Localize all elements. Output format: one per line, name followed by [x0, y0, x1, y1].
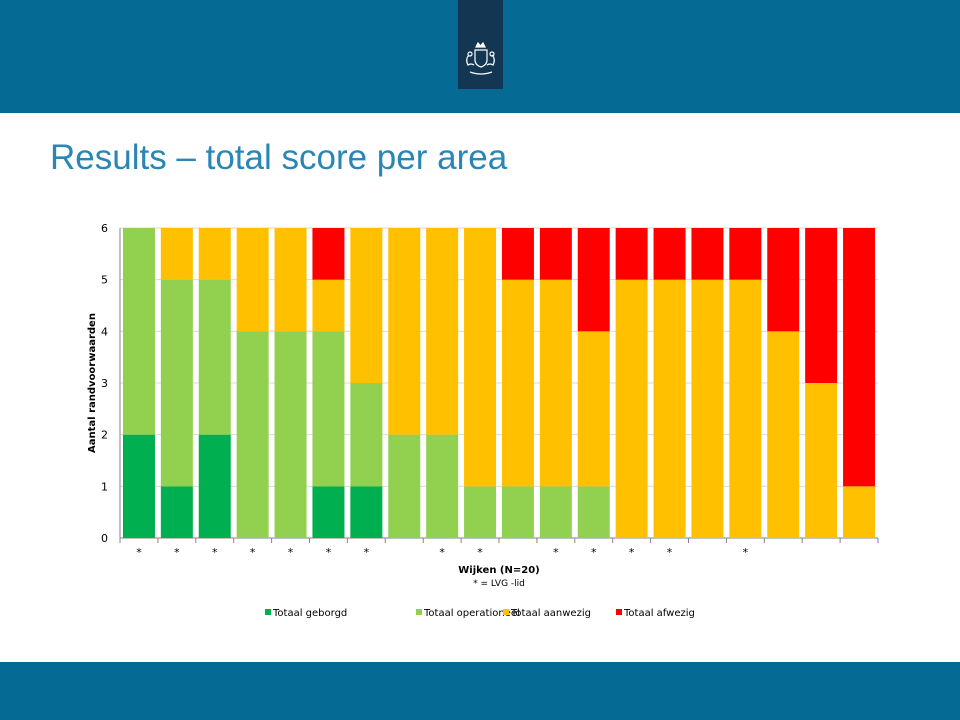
legend-label: Totaal afwezig	[623, 608, 695, 619]
bar-segment	[350, 228, 383, 383]
x-tick-label: *	[174, 546, 180, 559]
legend-swatch	[616, 609, 622, 615]
bar-segment	[843, 228, 876, 487]
bar-segment	[312, 279, 345, 332]
stacked-bar-chart: 0 1 2 3 4 5 6 * * * * * * * * * * * * * * Aantal randvoorwaar…	[87, 222, 879, 619]
bar-segment	[464, 228, 497, 487]
bar-segment	[577, 486, 610, 538]
bar-segment	[501, 228, 534, 280]
legend-swatch	[416, 609, 422, 615]
bar-segment	[501, 486, 534, 538]
bar-segment	[691, 228, 724, 280]
x-tick-label: *	[212, 546, 218, 559]
bar-segment	[615, 228, 648, 280]
bar-segment	[805, 383, 838, 538]
bar-segment	[198, 434, 231, 538]
bar-segment	[767, 331, 800, 538]
y-tick-label: 0	[101, 532, 108, 545]
bar-segment	[312, 331, 345, 487]
x-tick-label: *	[364, 546, 370, 559]
bar-segment	[843, 486, 876, 538]
bar-segment	[122, 434, 155, 538]
bar-segment	[236, 331, 269, 538]
bar-segment	[729, 228, 762, 280]
footer-band	[0, 662, 960, 720]
bar-segment	[388, 434, 421, 538]
bar-segment	[350, 383, 383, 487]
x-tick-label: *	[553, 546, 559, 559]
slide-title: Results – total score per area	[50, 138, 508, 177]
bar-segment	[198, 279, 231, 435]
x-tick-label: *	[743, 546, 749, 559]
y-tick-label: 3	[101, 377, 108, 390]
y-tick-label: 1	[101, 480, 108, 493]
x-tick-label: *	[591, 546, 597, 559]
bar-segment	[312, 228, 345, 280]
bar-segment	[615, 279, 648, 538]
x-tick-label: *	[326, 546, 332, 559]
bar-segment	[691, 279, 724, 538]
x-axis-title: Wijken (N=20)	[458, 565, 539, 576]
logo-panel	[458, 0, 503, 89]
bar-segment	[653, 228, 686, 280]
x-tick-label: *	[477, 546, 483, 559]
bar-segment	[160, 486, 193, 538]
bar-segment	[464, 486, 497, 538]
x-axis-note: * = LVG -lid	[473, 579, 525, 589]
y-tick-label: 2	[101, 429, 108, 442]
bar-segment	[805, 228, 838, 383]
legend-label: Totaal operationeel	[423, 608, 520, 619]
bar-segment	[539, 228, 572, 280]
bar-segment	[274, 331, 307, 538]
bar-segment	[160, 279, 193, 487]
x-tick-label: *	[629, 546, 635, 559]
legend-label: Totaal aanwezig	[510, 608, 591, 619]
bar-segment	[729, 279, 762, 538]
y-tick-label: 4	[101, 325, 108, 338]
x-tick-label: *	[439, 546, 445, 559]
bar-segment	[160, 228, 193, 280]
y-axis-title: Aantal randvoorwaarden	[87, 313, 98, 453]
x-tick-label: *	[250, 546, 256, 559]
bar-segment	[653, 279, 686, 538]
bar-segment	[539, 279, 572, 487]
x-tick-label: *	[288, 546, 294, 559]
royal-coat-of-arms-icon	[466, 41, 495, 75]
bar-segment	[312, 486, 345, 538]
bar-segment	[198, 228, 231, 280]
y-tick-label: 5	[101, 274, 108, 287]
bar-segment	[501, 279, 534, 487]
legend-swatch	[503, 609, 509, 615]
y-tick-label: 6	[101, 222, 108, 235]
bar-segment	[767, 228, 800, 332]
legend-swatch	[265, 609, 271, 615]
bar-segment	[274, 228, 307, 332]
legend-label: Totaal geborgd	[272, 608, 347, 619]
bar-segment	[426, 228, 459, 435]
bar-segment	[388, 228, 421, 435]
x-tick-label: *	[136, 546, 142, 559]
x-tick-label: *	[667, 546, 673, 559]
bar-segment	[539, 486, 572, 538]
bar-segment	[236, 228, 269, 332]
bar-segment	[577, 228, 610, 332]
bar-segment	[577, 331, 610, 487]
bar-segment	[122, 228, 155, 435]
bar-segment	[350, 486, 383, 538]
bar-segment	[426, 434, 459, 538]
